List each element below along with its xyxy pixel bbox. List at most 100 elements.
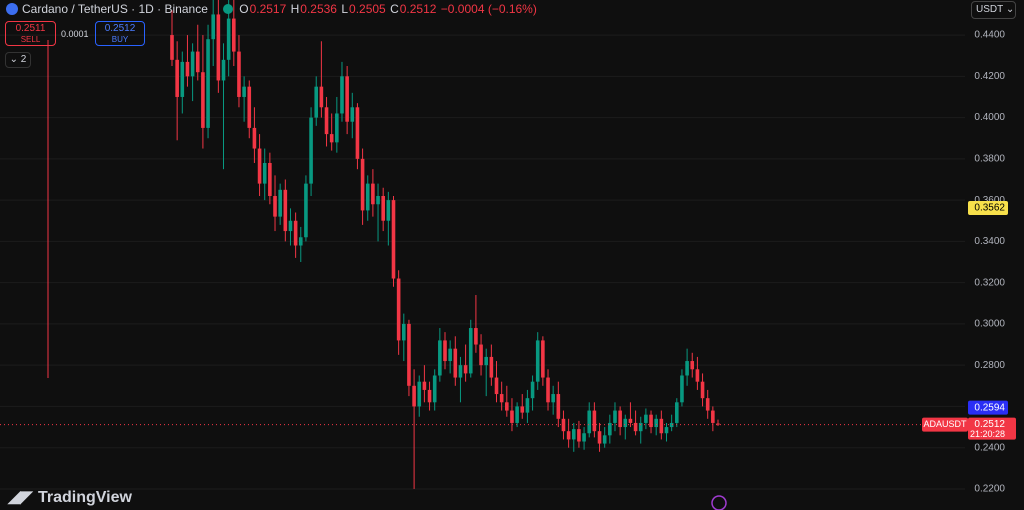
- buy-label: BUY: [111, 35, 129, 44]
- candles: [0, 0, 965, 489]
- candle-body: [232, 18, 236, 52]
- candle-body: [541, 340, 545, 378]
- candle-body: [695, 369, 700, 382]
- candle-body: [613, 410, 617, 423]
- candle-body: [494, 377, 499, 395]
- candle-body: [644, 414, 648, 423]
- last-price-label: 0.2512: [974, 419, 1005, 430]
- candle-body: [226, 18, 231, 60]
- candle-body: [185, 61, 190, 77]
- candle-body: [401, 323, 406, 341]
- candle-body: [216, 14, 221, 81]
- candle-body: [649, 414, 653, 428]
- candle-body: [262, 162, 267, 184]
- candle-body: [664, 427, 669, 434]
- buy-price: 0.2512: [104, 23, 136, 34]
- status-icon: [223, 4, 233, 14]
- candle-body: [561, 418, 566, 432]
- candle-body: [458, 365, 463, 378]
- candle-body: [463, 365, 468, 374]
- candle-body: [175, 59, 179, 97]
- candle-body: [386, 200, 391, 221]
- sell-button[interactable]: 0.2511 SELL: [5, 21, 56, 46]
- candle-body: [680, 375, 684, 403]
- candle-body: [597, 431, 602, 444]
- candle-body: [577, 429, 581, 442]
- candle-body: [412, 385, 416, 407]
- candle-body: [468, 328, 473, 374]
- candle-body: [505, 402, 509, 411]
- candle-body: [335, 113, 339, 143]
- candle-body: [674, 402, 679, 423]
- grid: [0, 34, 965, 490]
- symbol-label: ADAUSDT: [923, 419, 967, 429]
- ohlc-key: H: [290, 2, 300, 16]
- candle-body: [633, 422, 638, 432]
- candle-body: [474, 328, 478, 345]
- candle-body: [443, 340, 447, 362]
- candle-body: [211, 14, 216, 40]
- candle-body: [180, 61, 185, 97]
- countdown: 21:20:28: [970, 429, 1005, 439]
- candle-body: [525, 398, 530, 413]
- candle-body: [623, 418, 628, 428]
- candle-body: [381, 195, 385, 221]
- candle-body: [716, 423, 720, 425]
- watermark: TradingView: [38, 489, 133, 506]
- y-tick-label: 0.2200: [974, 484, 1005, 495]
- ohlc-key: L: [341, 2, 349, 16]
- candle-body: [201, 72, 205, 128]
- price-marker: [968, 400, 1008, 415]
- candle-body: [417, 381, 422, 407]
- candle-body: [427, 389, 432, 403]
- sell-price: 0.2511: [15, 23, 46, 34]
- candle-body: [298, 237, 303, 246]
- candle-body: [293, 220, 298, 246]
- y-tick-label: 0.2800: [974, 360, 1005, 371]
- buy-button[interactable]: 0.2512 BUY: [95, 21, 145, 46]
- candle-body: [602, 435, 607, 444]
- legend-header: Cardano / TetherUS · 1D · Binance O0.251…: [22, 2, 538, 16]
- candle-body: [237, 51, 241, 97]
- candle-body: [654, 418, 658, 428]
- candle-body: [484, 356, 489, 366]
- candle-body: [700, 381, 705, 399]
- ohlc-value: 0.2505: [349, 2, 386, 16]
- y-tick-label: 0.3200: [974, 277, 1005, 288]
- candle-body: [242, 86, 246, 97]
- currency-selector[interactable]: USDT ⌄: [971, 1, 1016, 19]
- candle-body: [669, 422, 674, 428]
- y-tick-label: 0.3400: [974, 236, 1005, 247]
- last-price-marker: [968, 417, 1016, 440]
- candle-body: [566, 431, 571, 440]
- symbol-label-bg: [922, 417, 968, 432]
- candle-body: [257, 148, 262, 184]
- watermark-logo: ◢◤: [7, 489, 34, 506]
- flash-icon[interactable]: [711, 495, 727, 510]
- candle-body: [515, 406, 519, 423]
- indicators-toggle[interactable]: ⌄ 2: [5, 52, 31, 68]
- ohlc-value: 0.2536: [300, 2, 337, 16]
- candle-body: [314, 86, 319, 118]
- price-axis: 0.22000.24000.26000.28000.30000.32000.34…: [922, 30, 1016, 495]
- price-marker-label: 0.2594: [974, 402, 1005, 413]
- candle-body: [304, 183, 308, 238]
- candle-body: [247, 86, 252, 128]
- candle-body: [319, 86, 324, 108]
- ohlc-value: 0.2512: [399, 2, 437, 16]
- candle-body: [530, 381, 535, 399]
- candle-body: [206, 39, 210, 128]
- candle-body: [324, 107, 329, 135]
- candle-body: [422, 381, 427, 390]
- y-tick-label: 0.3800: [974, 153, 1005, 164]
- candle-body: [556, 394, 561, 419]
- candle-body: [365, 183, 370, 211]
- candle-body: [340, 76, 344, 114]
- candle-body: [520, 406, 525, 413]
- candle-body: [288, 220, 293, 232]
- candle-body: [608, 422, 612, 436]
- y-tick-label: 0.3000: [974, 319, 1005, 330]
- ohlc-key: O: [239, 2, 249, 16]
